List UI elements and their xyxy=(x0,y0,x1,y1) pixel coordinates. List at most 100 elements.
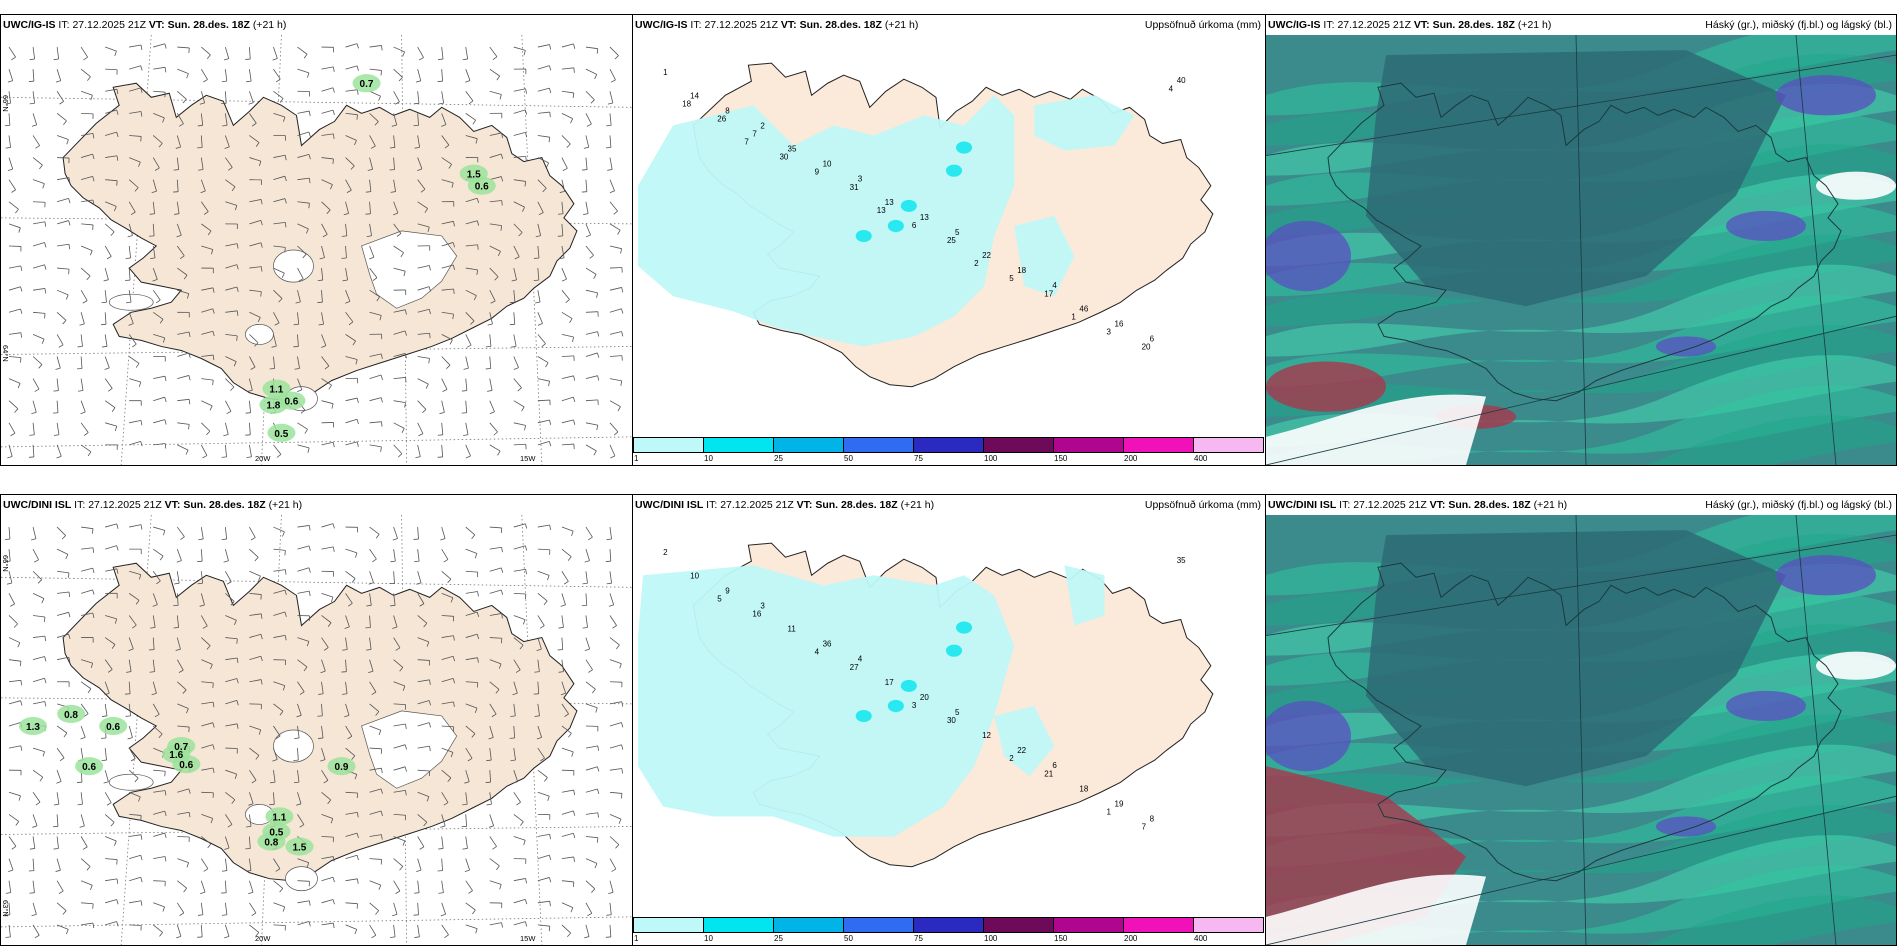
panel-header: UWC/DINI ISL IT: 27.12.2025 21Z VT: Sun.… xyxy=(1,495,632,515)
precip-amount-label: 4 xyxy=(858,655,863,664)
colorbar-swatch xyxy=(1053,437,1124,453)
precip-amount-label: 40 xyxy=(1177,76,1186,85)
precip-colorbar: 1 10 25 50 75 100 150 200 400 xyxy=(633,437,1265,465)
precip-amount-label: 46 xyxy=(1079,304,1088,313)
precip-amount-label: 20 xyxy=(1142,343,1151,352)
precip-blob xyxy=(352,74,381,93)
colorbar-tick: 200 xyxy=(1124,454,1138,463)
it-label: IT: xyxy=(706,499,718,511)
colorbar-swatch xyxy=(633,437,704,453)
lead-time: (+21 h) xyxy=(268,499,303,511)
high-cloud-grey xyxy=(1366,530,1786,787)
lead-time: (+21 h) xyxy=(884,19,919,31)
colorbar-swatch xyxy=(913,437,984,453)
precip-amount-label: 36 xyxy=(823,640,832,649)
precip-shading xyxy=(638,565,1105,837)
precip-title: Uppsöfnuð úrkoma (mm) xyxy=(1144,499,1261,511)
precip-amount-label: 5 xyxy=(955,708,960,717)
it-label: IT: xyxy=(1323,19,1335,31)
cloud-graticule xyxy=(1266,35,1896,465)
coastline xyxy=(1327,562,1842,882)
precip-blob xyxy=(99,716,128,736)
colorbar-tick: 25 xyxy=(774,934,783,943)
precip-map[interactable]: 1 2 3 5 4 6 8 10 13 18 16 14 35 13 22 46 40 7 31 25 17 20 26 9 6… xyxy=(633,35,1265,437)
cloud-map[interactable] xyxy=(1266,515,1896,945)
colorbar-tick: 150 xyxy=(1054,934,1068,943)
precip-blob xyxy=(277,391,306,410)
high-cloud-grey xyxy=(1366,50,1786,307)
precip-blob xyxy=(327,757,356,776)
colorbar-swatch xyxy=(703,437,774,453)
precip-amount-label: 6 xyxy=(1150,335,1155,344)
precip-amount-label: 26 xyxy=(717,114,726,123)
precip-amount-label: 2 xyxy=(974,259,979,268)
vt-label: VT: xyxy=(1413,19,1430,31)
colorbar-tick: 10 xyxy=(704,934,713,943)
wind-map-svg: 0.81.3 0.60.71.60.61.10.50.80.90.61.5 xyxy=(1,515,632,945)
panel-header: UWC/IG-IS IT: 27.12.2025 21Z VT: Sun. 28… xyxy=(1,15,632,35)
panel-header: UWC/DINI ISL IT: 27.12.2025 21Z VT: Sun.… xyxy=(1266,495,1896,515)
model-name: UWC/DINI ISL xyxy=(635,499,704,511)
colorbar-swatch xyxy=(983,917,1054,933)
lat-label-64n: 64°N xyxy=(1,345,10,362)
cloud-panel-row1: UWC/IG-IS IT: 27.12.2025 21Z VT: Sun. 28… xyxy=(1265,14,1897,466)
precip-amount-label: 5 xyxy=(1009,274,1014,283)
precip-amount-label: 5 xyxy=(955,228,960,237)
coastline xyxy=(1327,82,1842,402)
model-name: UWC/IG-IS xyxy=(1268,19,1321,31)
colorbar-swatch xyxy=(773,917,844,933)
cloud-map[interactable] xyxy=(1266,35,1896,465)
precip-value-label: 1.1 xyxy=(272,812,286,823)
cloud-title: Háský (gr.), miðský (fj.bl.) og lágský (… xyxy=(1705,19,1892,31)
precip-amount-label: 35 xyxy=(787,145,796,154)
precip-amount-label: 18 xyxy=(1079,784,1088,793)
wind-barbs xyxy=(4,43,624,459)
precip-amount-label: 5 xyxy=(717,594,722,603)
precip-blob xyxy=(267,423,296,442)
precip-amount-label: 4 xyxy=(1052,281,1057,290)
it-label: IT: xyxy=(74,499,86,511)
precip-blob xyxy=(57,704,86,723)
colorbar-tick: 25 xyxy=(774,454,783,463)
precip-amount-label: 9 xyxy=(725,586,730,595)
precip-amount-label: 35 xyxy=(1177,556,1186,565)
iceland-land xyxy=(62,82,578,402)
vt-label: VT: xyxy=(164,499,181,511)
precip-value-label: 1.3 xyxy=(26,722,40,733)
panel-header: UWC/IG-IS IT: 27.12.2025 21Z VT: Sun. 28… xyxy=(633,15,1265,35)
colorbar-tick: 150 xyxy=(1054,454,1068,463)
colorbar-swatch xyxy=(1123,437,1194,453)
precip-amount-label: 14 xyxy=(690,91,699,100)
lon-label-20w: 20W xyxy=(255,934,271,943)
precip-amount-label: 13 xyxy=(877,206,886,215)
precip-map-svg: 1235468101318161435132246407312517202696… xyxy=(638,62,1214,388)
wind-map[interactable]: 0.7 1.1 1.8 0.6 0.5 1.5 0.6 xyxy=(1,35,632,465)
colorbar-tick: 1 xyxy=(634,934,639,943)
vt-value: Sun. 28.des. 18Z xyxy=(167,19,250,31)
precip-amount-label: 4 xyxy=(1169,84,1174,93)
precip-value-label: 1.6 xyxy=(169,750,183,761)
iceland-land xyxy=(62,562,578,882)
colorbar-tick: 75 xyxy=(914,934,923,943)
precip-amount-label: 20 xyxy=(920,693,929,702)
precip-amount-label: 16 xyxy=(1115,319,1124,328)
mid-cloud-purple xyxy=(1266,555,1876,837)
colorbar-swatch xyxy=(703,917,774,933)
colorbar-tick: 100 xyxy=(984,454,998,463)
precip-map[interactable]: 2 3 4 5 6 8 9 36 20 22 19 10 11 17 12 18 35 16 27 30 21 7 5 4 3 2… xyxy=(633,515,1265,917)
precip-blobs xyxy=(259,74,496,442)
precip-blob xyxy=(257,832,286,851)
wind-map[interactable]: 0.8 1.3 0.6 0.7 1.6 0.6 1.1 0.5 0.8 0.9 0.6 1.5 xyxy=(1,515,632,945)
colorbar-tick: 200 xyxy=(1124,934,1138,943)
precip-amount-label: 3 xyxy=(760,601,765,610)
precip-amount-label: 3 xyxy=(858,175,863,184)
precip-blob xyxy=(285,837,314,856)
precip-blob xyxy=(262,379,291,398)
it-value: 27.12.2025 21Z xyxy=(720,499,794,511)
precip-amount-label: 1 xyxy=(1106,807,1111,816)
lead-time: (+21 h) xyxy=(1517,19,1552,31)
precip-value-label: 0.5 xyxy=(269,827,283,838)
precip-amount-label: 1 xyxy=(663,68,668,77)
it-label: IT: xyxy=(58,19,70,31)
precip-value-label: 0.9 xyxy=(335,762,349,773)
